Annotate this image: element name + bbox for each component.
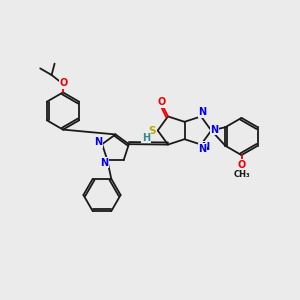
Text: H: H [142,133,150,143]
Text: O: O [158,97,166,107]
Text: S: S [148,125,156,136]
Text: N: N [94,137,103,147]
Text: N: N [100,158,108,168]
Text: N: N [201,142,209,152]
Text: O: O [237,160,246,170]
Text: N: N [210,125,218,135]
Text: CH₃: CH₃ [233,170,250,179]
Text: N: N [199,144,207,154]
Text: N: N [199,107,207,117]
Text: O: O [59,78,68,88]
